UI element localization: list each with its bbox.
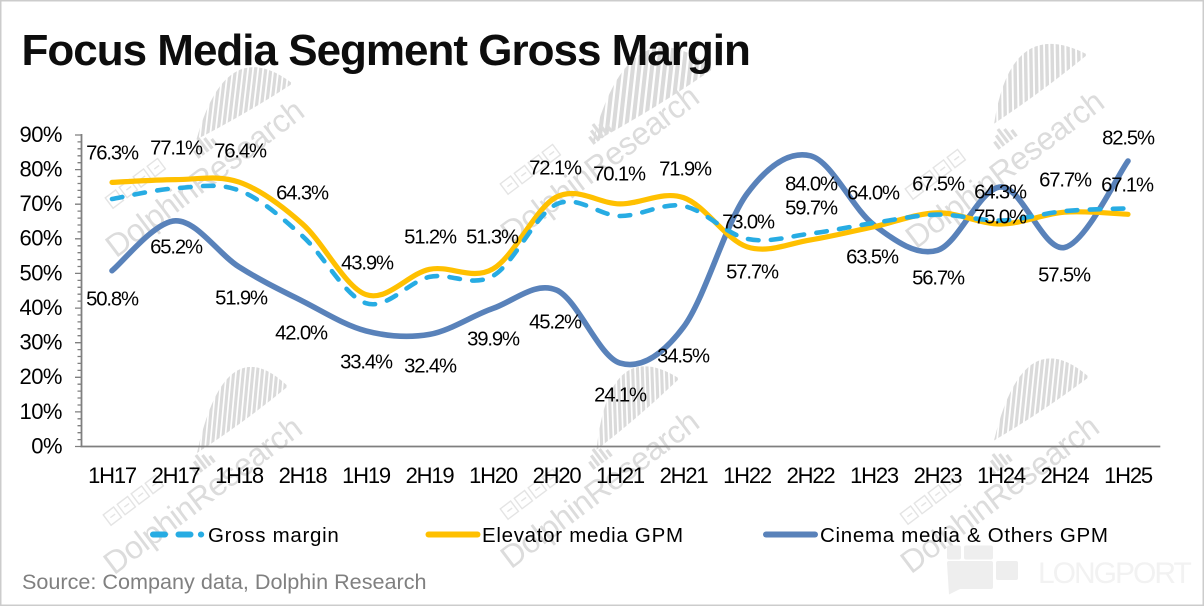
svg-text:1H20: 1H20 xyxy=(469,463,518,488)
svg-text:51.3%: 51.3% xyxy=(466,226,519,248)
svg-text:42.0%: 42.0% xyxy=(275,322,328,344)
svg-text:51.2%: 51.2% xyxy=(404,226,457,248)
svg-text:73.0%: 73.0% xyxy=(722,211,775,233)
svg-text:2H17: 2H17 xyxy=(152,463,201,488)
svg-text:2H20: 2H20 xyxy=(533,463,582,488)
svg-text:LONGPORT: LONGPORT xyxy=(1038,557,1191,590)
svg-text:2H18: 2H18 xyxy=(279,463,328,488)
svg-text:1H21: 1H21 xyxy=(596,463,645,488)
svg-text:2H19: 2H19 xyxy=(406,463,455,488)
svg-text:64.3%: 64.3% xyxy=(974,181,1027,203)
svg-text:90%: 90% xyxy=(19,122,62,147)
svg-text:84.0%: 84.0% xyxy=(785,173,838,195)
svg-text:24.1%: 24.1% xyxy=(594,384,647,406)
svg-text:71.9%: 71.9% xyxy=(659,158,712,180)
svg-text:75.0%: 75.0% xyxy=(974,206,1027,228)
svg-text:70.1%: 70.1% xyxy=(593,163,646,185)
svg-text:51.9%: 51.9% xyxy=(215,287,268,309)
svg-text:1H17: 1H17 xyxy=(88,463,137,488)
svg-text:Cinema media & Others GPM: Cinema media & Others GPM xyxy=(820,524,1109,547)
svg-text:39.9%: 39.9% xyxy=(467,328,520,350)
svg-text:1H25: 1H25 xyxy=(1104,463,1153,488)
svg-text:40%: 40% xyxy=(19,295,62,320)
svg-text:50.8%: 50.8% xyxy=(86,288,139,310)
svg-text:64.3%: 64.3% xyxy=(276,182,329,204)
svg-text:80%: 80% xyxy=(19,157,62,182)
svg-text:72.1%: 72.1% xyxy=(529,157,582,179)
svg-text:56.7%: 56.7% xyxy=(912,267,965,289)
svg-text:50%: 50% xyxy=(19,260,62,285)
svg-text:1H19: 1H19 xyxy=(342,463,391,488)
svg-text:76.3%: 76.3% xyxy=(86,142,139,164)
svg-text:0%: 0% xyxy=(31,433,62,458)
svg-text:Source: Company data, Dolphin: Source: Company data, Dolphin Research xyxy=(22,569,427,594)
svg-text:57.5%: 57.5% xyxy=(1038,264,1091,286)
svg-text:77.1%: 77.1% xyxy=(150,137,203,159)
svg-text:30%: 30% xyxy=(19,330,62,355)
svg-text:76.4%: 76.4% xyxy=(214,140,267,162)
svg-text:Elevator media GPM: Elevator media GPM xyxy=(482,524,684,547)
svg-text:70%: 70% xyxy=(19,191,62,216)
svg-text:20%: 20% xyxy=(19,364,62,389)
svg-text:82.5%: 82.5% xyxy=(1102,127,1155,149)
svg-text:43.9%: 43.9% xyxy=(341,252,394,274)
svg-text:33.4%: 33.4% xyxy=(340,351,393,373)
svg-text:1H18: 1H18 xyxy=(215,463,264,488)
svg-text:2H23: 2H23 xyxy=(914,463,963,488)
svg-text:45.2%: 45.2% xyxy=(529,311,582,333)
svg-text:67.7%: 67.7% xyxy=(1039,169,1092,191)
svg-text:64.0%: 64.0% xyxy=(847,182,900,204)
svg-text:57.7%: 57.7% xyxy=(726,261,779,283)
svg-text:60%: 60% xyxy=(19,226,62,251)
svg-text:2H21: 2H21 xyxy=(660,463,709,488)
svg-text:65.2%: 65.2% xyxy=(150,236,203,258)
svg-text:1H24: 1H24 xyxy=(977,463,1026,488)
svg-text:1H22: 1H22 xyxy=(723,463,772,488)
svg-text:10%: 10% xyxy=(19,399,62,424)
svg-text:1H23: 1H23 xyxy=(850,463,899,488)
svg-text:Gross margin: Gross margin xyxy=(208,524,339,547)
svg-text:59.7%: 59.7% xyxy=(785,197,838,219)
svg-text:2H24: 2H24 xyxy=(1041,463,1090,488)
svg-text:67.5%: 67.5% xyxy=(912,173,965,195)
svg-text:2H22: 2H22 xyxy=(787,463,836,488)
svg-text:32.4%: 32.4% xyxy=(404,355,457,377)
svg-text:63.5%: 63.5% xyxy=(846,246,899,268)
svg-text:Focus Media Segment Gross Marg: Focus Media Segment Gross Margin xyxy=(22,26,750,75)
svg-text:67.1%: 67.1% xyxy=(1101,174,1154,196)
svg-text:34.5%: 34.5% xyxy=(657,345,710,367)
